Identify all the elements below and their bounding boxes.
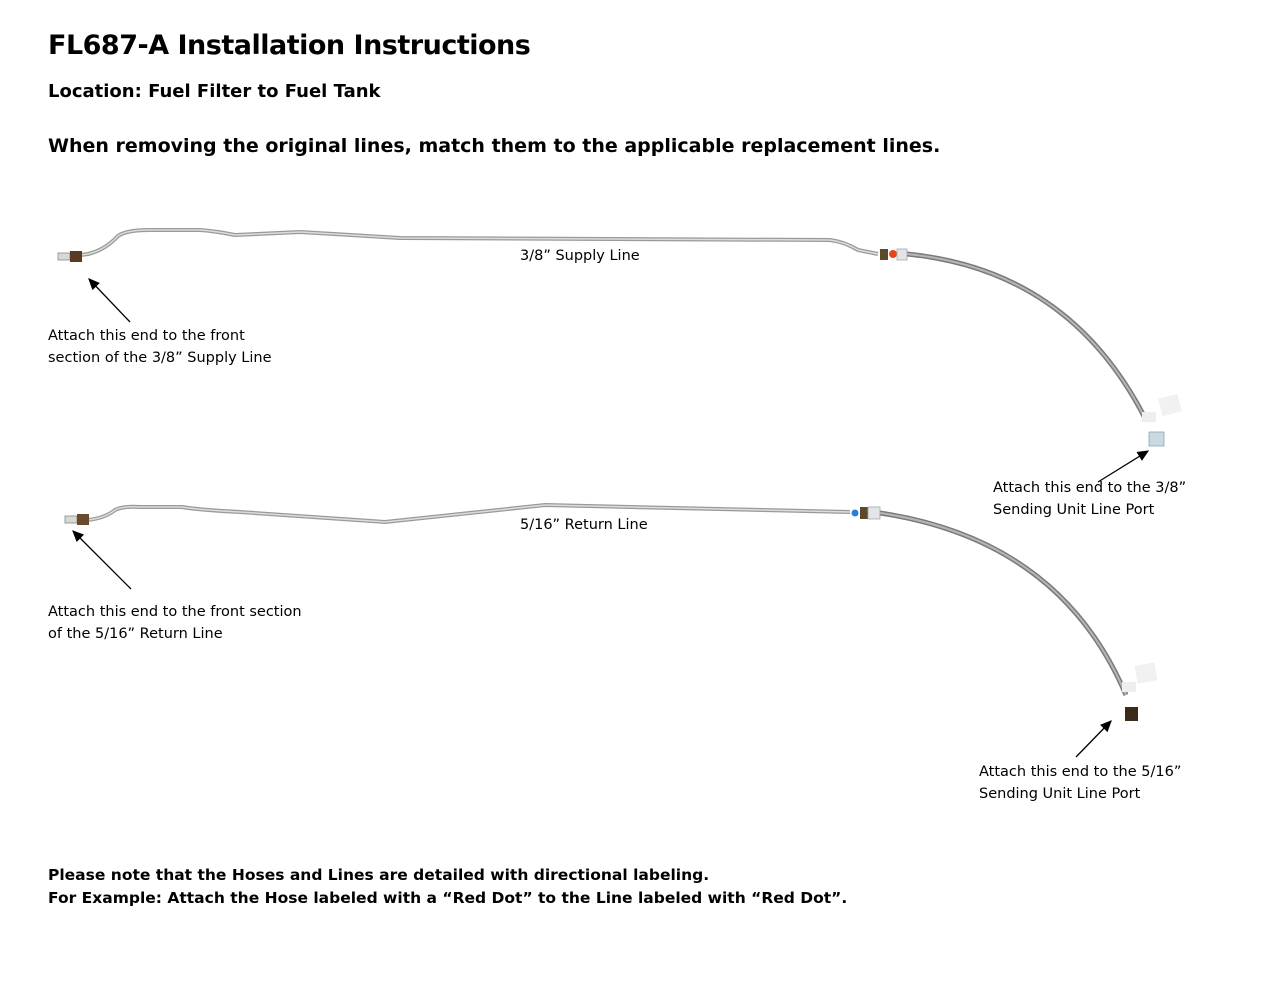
return-line-label: 5/16” Return Line bbox=[520, 517, 648, 533]
arrow-supply-front bbox=[88, 278, 131, 323]
supply-line-image bbox=[57, 228, 1182, 447]
red-dot-marker bbox=[889, 250, 897, 258]
location-text: Location: Fuel Filter to Fuel Tank bbox=[48, 81, 381, 102]
intro-text: When removing the original lines, match … bbox=[48, 135, 941, 157]
supply-front-note: Attach this end to the front section of … bbox=[48, 325, 272, 369]
footer-line: For Example: Attach the Hose labeled wit… bbox=[48, 889, 848, 907]
arrow-supply-tank bbox=[1097, 450, 1150, 483]
note-line: Attach this end to the front section bbox=[48, 604, 302, 620]
footer-line: Please note that the Hoses and Lines are… bbox=[48, 866, 710, 884]
return-tank-note: Attach this end to the 5/16” Sending Uni… bbox=[979, 761, 1181, 805]
note-line: Sending Unit Line Port bbox=[979, 786, 1141, 802]
note-line: section of the 3/8” Supply Line bbox=[48, 350, 272, 366]
note-line: Attach this end to the 5/16” bbox=[979, 764, 1182, 780]
return-front-note: Attach this end to the front section of … bbox=[48, 601, 302, 645]
note-line: of the 5/16” Return Line bbox=[48, 626, 223, 642]
blue-dot-marker bbox=[851, 509, 859, 517]
supply-tank-note: Attach this end to the 3/8” Sending Unit… bbox=[993, 477, 1186, 521]
arrow-return-tank bbox=[1075, 720, 1112, 758]
arrow-return-front bbox=[72, 530, 132, 590]
page-title: FL687-A Installation Instructions bbox=[48, 30, 531, 61]
supply-line-label: 3/8” Supply Line bbox=[520, 248, 640, 264]
note-line: Sending Unit Line Port bbox=[993, 502, 1155, 518]
return-line-image bbox=[64, 502, 1158, 721]
footer-note: Please note that the Hoses and Lines are… bbox=[48, 864, 847, 910]
note-line: Attach this end to the front bbox=[48, 328, 245, 344]
note-line: Attach this end to the 3/8” bbox=[993, 480, 1187, 496]
